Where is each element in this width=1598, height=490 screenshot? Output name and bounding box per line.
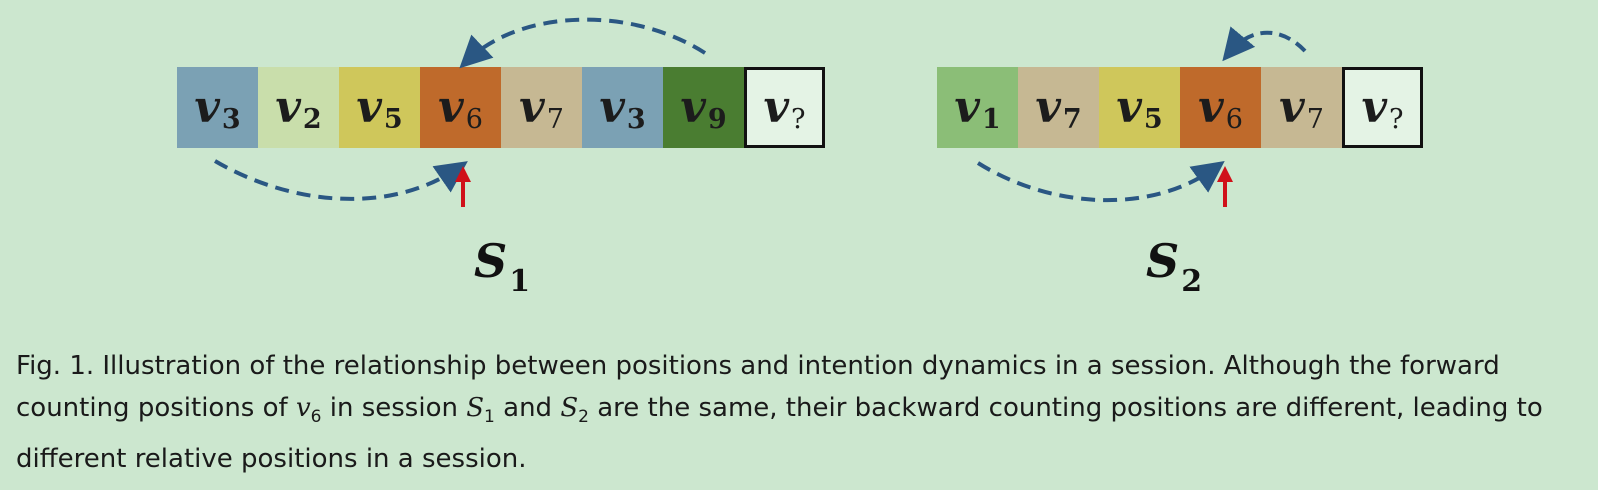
item-index: 6 [1225,104,1243,135]
forward-count-arrow-2 [976,160,1225,203]
session-1-label: S1 [474,238,530,297]
item-index: 5 [1143,104,1163,135]
caption-suffix: are the same, their backward counting po… [16,393,1543,475]
item-symbol: v [438,81,464,133]
item-index: 3 [221,104,241,135]
caption-set-2-index: 2 [578,407,589,428]
item-symbol: v [680,81,706,133]
arrows-layer [213,17,1307,207]
item-symbol: v [194,81,220,133]
item-index: ? [1389,104,1404,135]
item-symbol: v [954,81,980,133]
item-symbol: v [1035,81,1061,133]
caption-mid-1: in session [321,393,467,423]
item-index: 3 [626,104,646,135]
item-cell-unknown: v? [744,67,825,148]
session-index: 1 [509,264,531,299]
item-index: 7 [1306,104,1324,135]
caption-set-1-index: 1 [484,407,495,428]
caption-var-symbol: v [295,393,311,423]
figure-caption: Fig. 1. Illustration of the relationship… [16,345,1586,480]
session-2-label: S2 [1146,238,1202,297]
item-cell-unknown: v? [1342,67,1423,148]
backward-count-arrow-1 [459,17,707,69]
item-index: 5 [383,104,403,135]
caption-set-1-symbol: S [466,393,485,423]
item-symbol: v [1198,81,1224,133]
caption-var-index: 6 [310,407,322,428]
item-index: 1 [981,104,1001,135]
item-index: 2 [302,104,322,135]
item-symbol: v [599,81,625,133]
session-symbol: S [1146,234,1180,288]
caption-set-2-symbol: S [560,393,579,423]
session-symbol: S [474,234,508,288]
item-symbol: v [519,81,545,133]
item-index: 7 [1062,104,1082,135]
item-symbol: v [1116,81,1142,133]
session-index: 2 [1181,264,1203,299]
item-index: 7 [546,104,564,135]
item-index: 9 [707,104,727,135]
position-marker-2-head [1217,166,1233,182]
caption-mid-2: and [494,393,561,423]
item-symbol: v [356,81,382,133]
item-symbol: v [275,81,301,133]
item-symbol: v [763,81,790,133]
position-marker-1-head [455,166,471,182]
caption-prefix: Fig. 1. Illustration of the relationship… [16,351,1500,423]
item-index: ? [791,104,806,135]
item-symbol: v [1361,81,1388,133]
item-symbol: v [1279,81,1305,133]
backward-count-arrow-2 [1222,26,1307,62]
item-index: 6 [465,104,483,135]
forward-count-arrow-1 [213,159,468,201]
